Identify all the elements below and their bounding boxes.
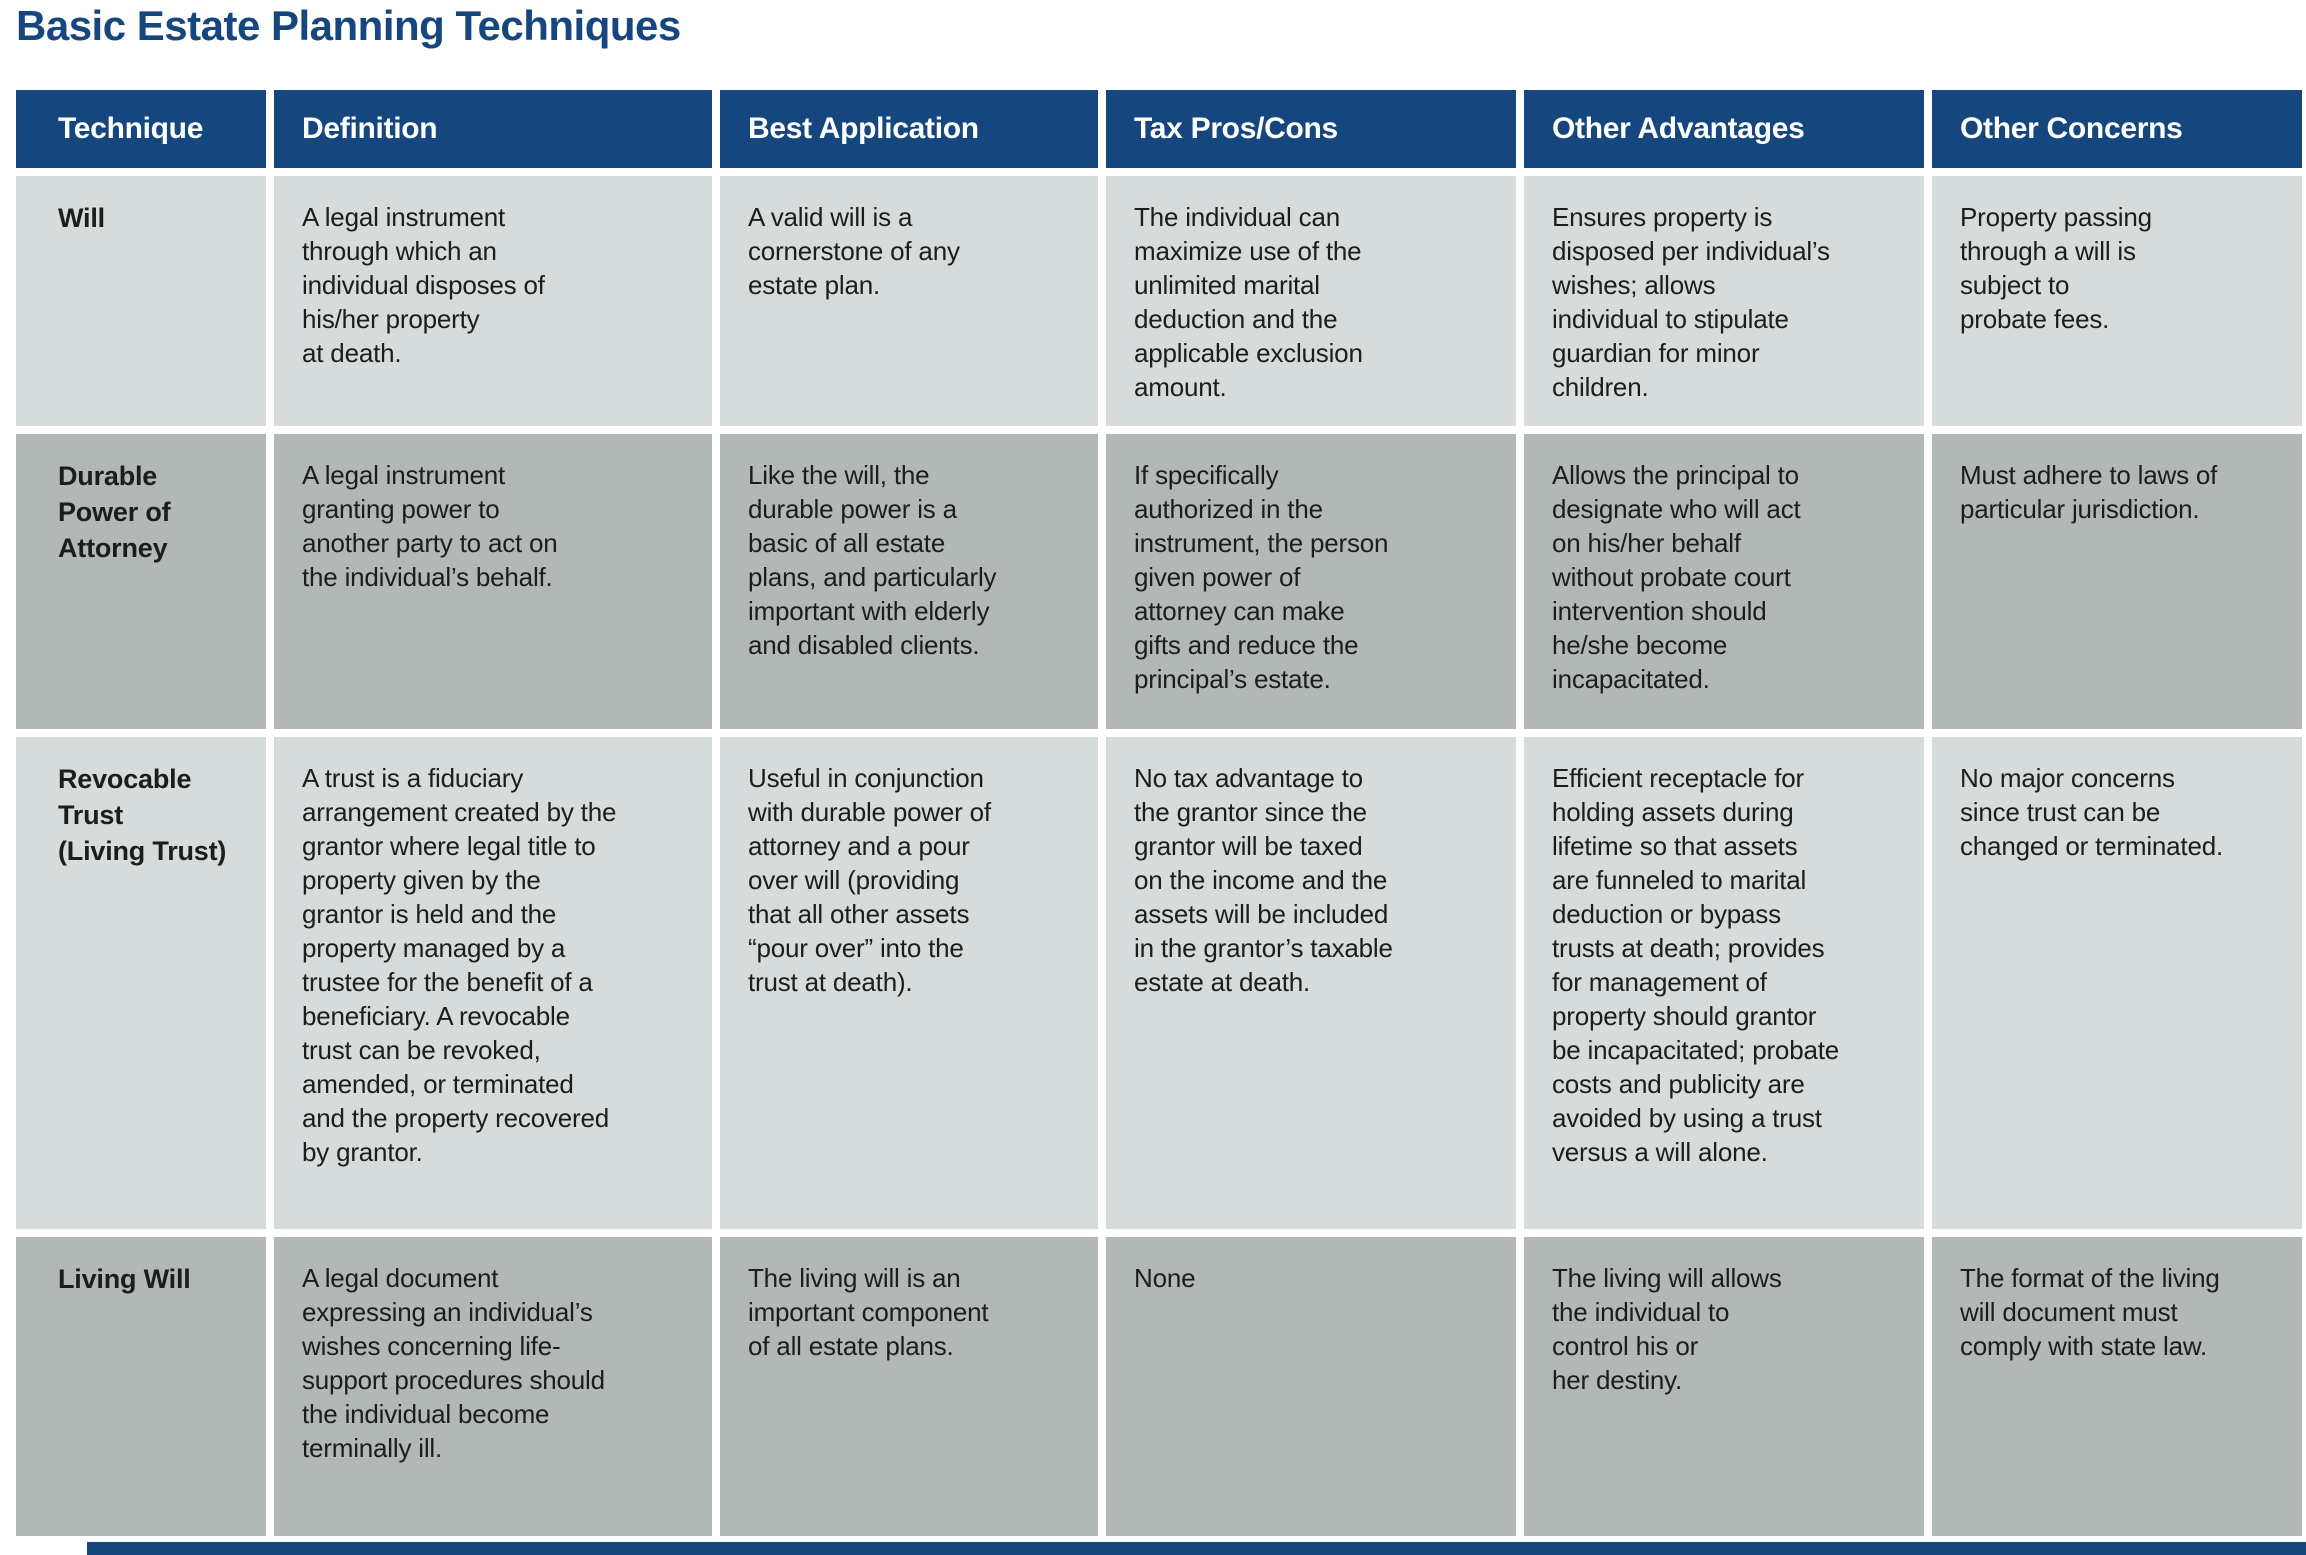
header-tax-pros-cons: Tax Pros/Cons <box>1106 90 1516 168</box>
cell-revocable-trust-technique: Revocable Trust (Living Trust) <box>16 737 266 1229</box>
cell-living-will-tax-pros-cons: None <box>1106 1237 1516 1536</box>
cell-will-definition: A legal instrument through which an indi… <box>274 176 712 426</box>
cell-will-other-advantages: Ensures property is disposed per individ… <box>1524 176 1924 426</box>
cell-revocable-trust-best-application: Useful in conjunction with durable power… <box>720 737 1098 1229</box>
cell-dpoa-technique: Durable Power of Attorney <box>16 434 266 729</box>
cell-will-other-concerns: Property passing through a will is subje… <box>1932 176 2302 426</box>
cell-dpoa-other-concerns: Must adhere to laws of particular jurisd… <box>1932 434 2302 729</box>
cell-living-will-definition: A legal document expressing an individua… <box>274 1237 712 1536</box>
cell-living-will-best-application: The living will is an important componen… <box>720 1237 1098 1536</box>
cell-living-will-other-concerns: The format of the living will document m… <box>1932 1237 2302 1536</box>
cell-dpoa-tax-pros-cons: If specifically authorized in the instru… <box>1106 434 1516 729</box>
cell-dpoa-best-application: Like the will, the durable power is a ba… <box>720 434 1098 729</box>
header-other-concerns: Other Concerns <box>1932 90 2302 168</box>
cell-will-technique: Will <box>16 176 266 426</box>
cell-living-will-technique: Living Will <box>16 1237 266 1536</box>
cell-revocable-trust-definition: A trust is a fiduciary arrangement creat… <box>274 737 712 1229</box>
cell-revocable-trust-other-concerns: No major concerns since trust can be cha… <box>1932 737 2302 1229</box>
page-title: Basic Estate Planning Techniques <box>16 2 681 49</box>
cell-dpoa-other-advantages: Allows the principal to designate who wi… <box>1524 434 1924 729</box>
estate-planning-table: Technique Definition Best Application Ta… <box>16 90 2302 1536</box>
header-other-advantages: Other Advantages <box>1524 90 1924 168</box>
cell-will-tax-pros-cons: The individual can maximize use of the u… <box>1106 176 1516 426</box>
header-technique: Technique <box>16 90 266 168</box>
cell-dpoa-definition: A legal instrument granting power to ano… <box>274 434 712 729</box>
next-table-header-strip <box>87 1542 2306 1555</box>
cell-revocable-trust-other-advantages: Efficient receptacle for holding assets … <box>1524 737 1924 1229</box>
cell-living-will-other-advantages: The living will allows the individual to… <box>1524 1237 1924 1536</box>
header-best-application: Best Application <box>720 90 1098 168</box>
cell-will-best-application: A valid will is a cornerstone of any est… <box>720 176 1098 426</box>
cell-revocable-trust-tax-pros-cons: No tax advantage to the grantor since th… <box>1106 737 1516 1229</box>
header-definition: Definition <box>274 90 712 168</box>
